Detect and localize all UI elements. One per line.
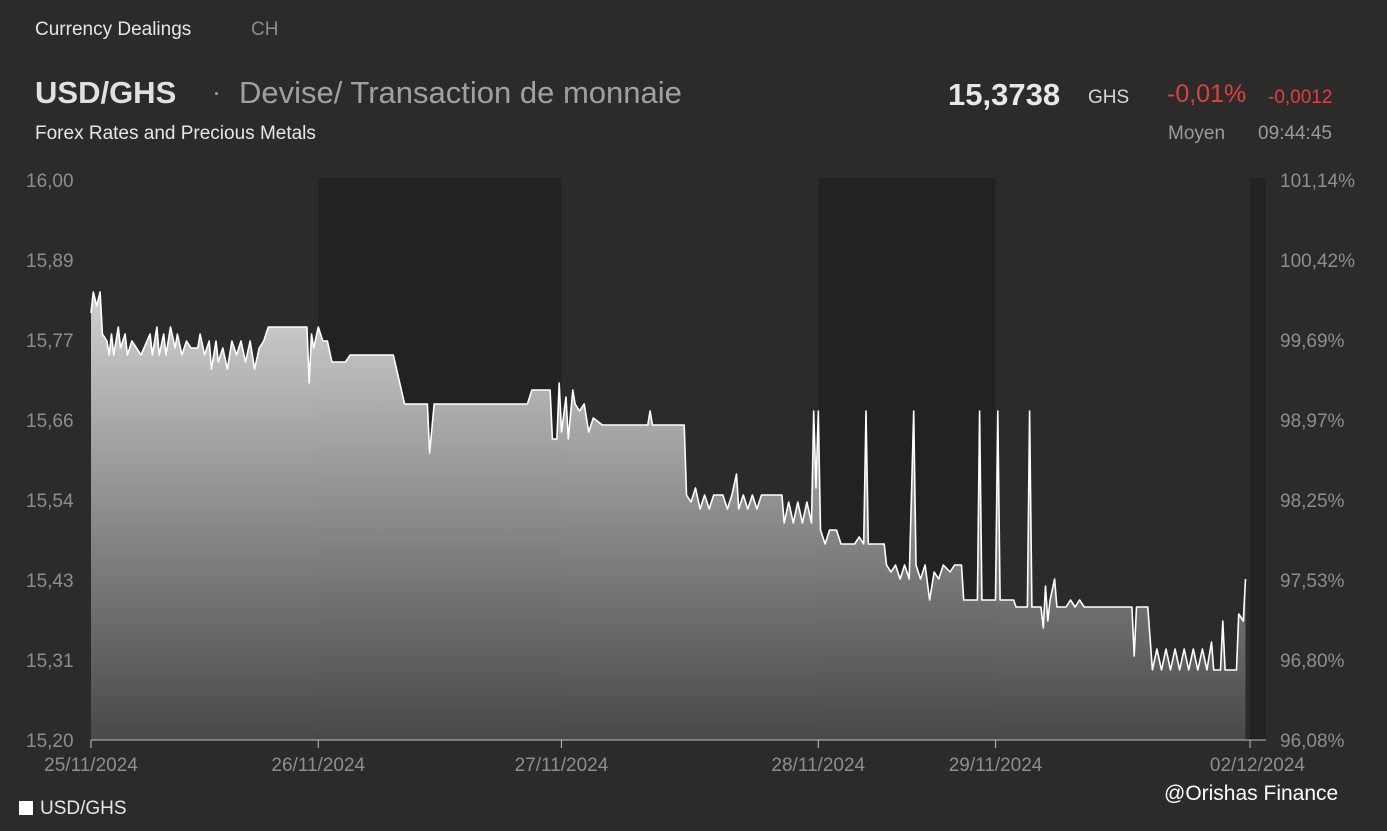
instrument-symbol: USD/GHS <box>35 75 177 110</box>
shaded-period-2 <box>1250 178 1266 740</box>
y2-tick-label: 98,97% <box>1280 411 1345 432</box>
y-tick-label: 15,54 <box>26 491 74 512</box>
watermark: @Orishas Finance <box>1164 782 1339 805</box>
y-tick-label: 15,77 <box>26 331 74 352</box>
breadcrumb-currency-dealings[interactable]: Currency Dealings <box>35 19 192 40</box>
quote-type: Moyen <box>1168 123 1226 144</box>
change-percent: -0,01% <box>1167 80 1247 108</box>
x-tick-label: 02/12/2024 <box>1210 755 1306 776</box>
y2-tick-label: 96,08% <box>1280 731 1345 752</box>
instrument-name: Devise/ Transaction de monnaie <box>239 75 682 110</box>
x-tick-label: 28/11/2024 <box>771 755 865 776</box>
series-line-usd-ghs <box>90 291 1247 671</box>
price-currency: GHS <box>1088 87 1130 108</box>
x-tick-label: 27/11/2024 <box>515 755 609 776</box>
y-tick-label: 16,00 <box>26 171 74 192</box>
legend-label[interactable]: USD/GHS <box>40 798 127 819</box>
y2-tick-label: 96,80% <box>1280 651 1345 672</box>
y-tick-label: 15,89 <box>26 251 74 272</box>
y2-tick-label: 98,25% <box>1280 491 1345 512</box>
legend-swatch[interactable] <box>19 801 33 815</box>
y-tick-label: 15,66 <box>26 411 74 432</box>
title-separator: · <box>212 77 221 107</box>
y2-tick-label: 99,69% <box>1280 331 1345 352</box>
x-tick-label: 26/11/2024 <box>271 755 365 776</box>
breadcrumb-country[interactable]: CH <box>251 19 279 40</box>
y-tick-label: 15,43 <box>26 571 74 592</box>
area-fill <box>91 292 1246 740</box>
x-tick-label: 29/11/2024 <box>949 755 1043 776</box>
y2-tick-label: 101,14% <box>1280 171 1355 192</box>
last-price: 15,3738 <box>948 77 1061 112</box>
change-absolute: -0,0012 <box>1268 87 1333 108</box>
y2-tick-label: 100,42% <box>1280 251 1355 272</box>
instrument-category: Forex Rates and Precious Metals <box>35 123 316 144</box>
y-tick-label: 15,20 <box>26 731 74 752</box>
x-tick-label: 25/11/2024 <box>44 755 138 776</box>
y2-tick-label: 97,53% <box>1280 571 1345 592</box>
y-tick-label: 15,31 <box>26 651 74 672</box>
quote-time: 09:44:45 <box>1258 123 1332 144</box>
